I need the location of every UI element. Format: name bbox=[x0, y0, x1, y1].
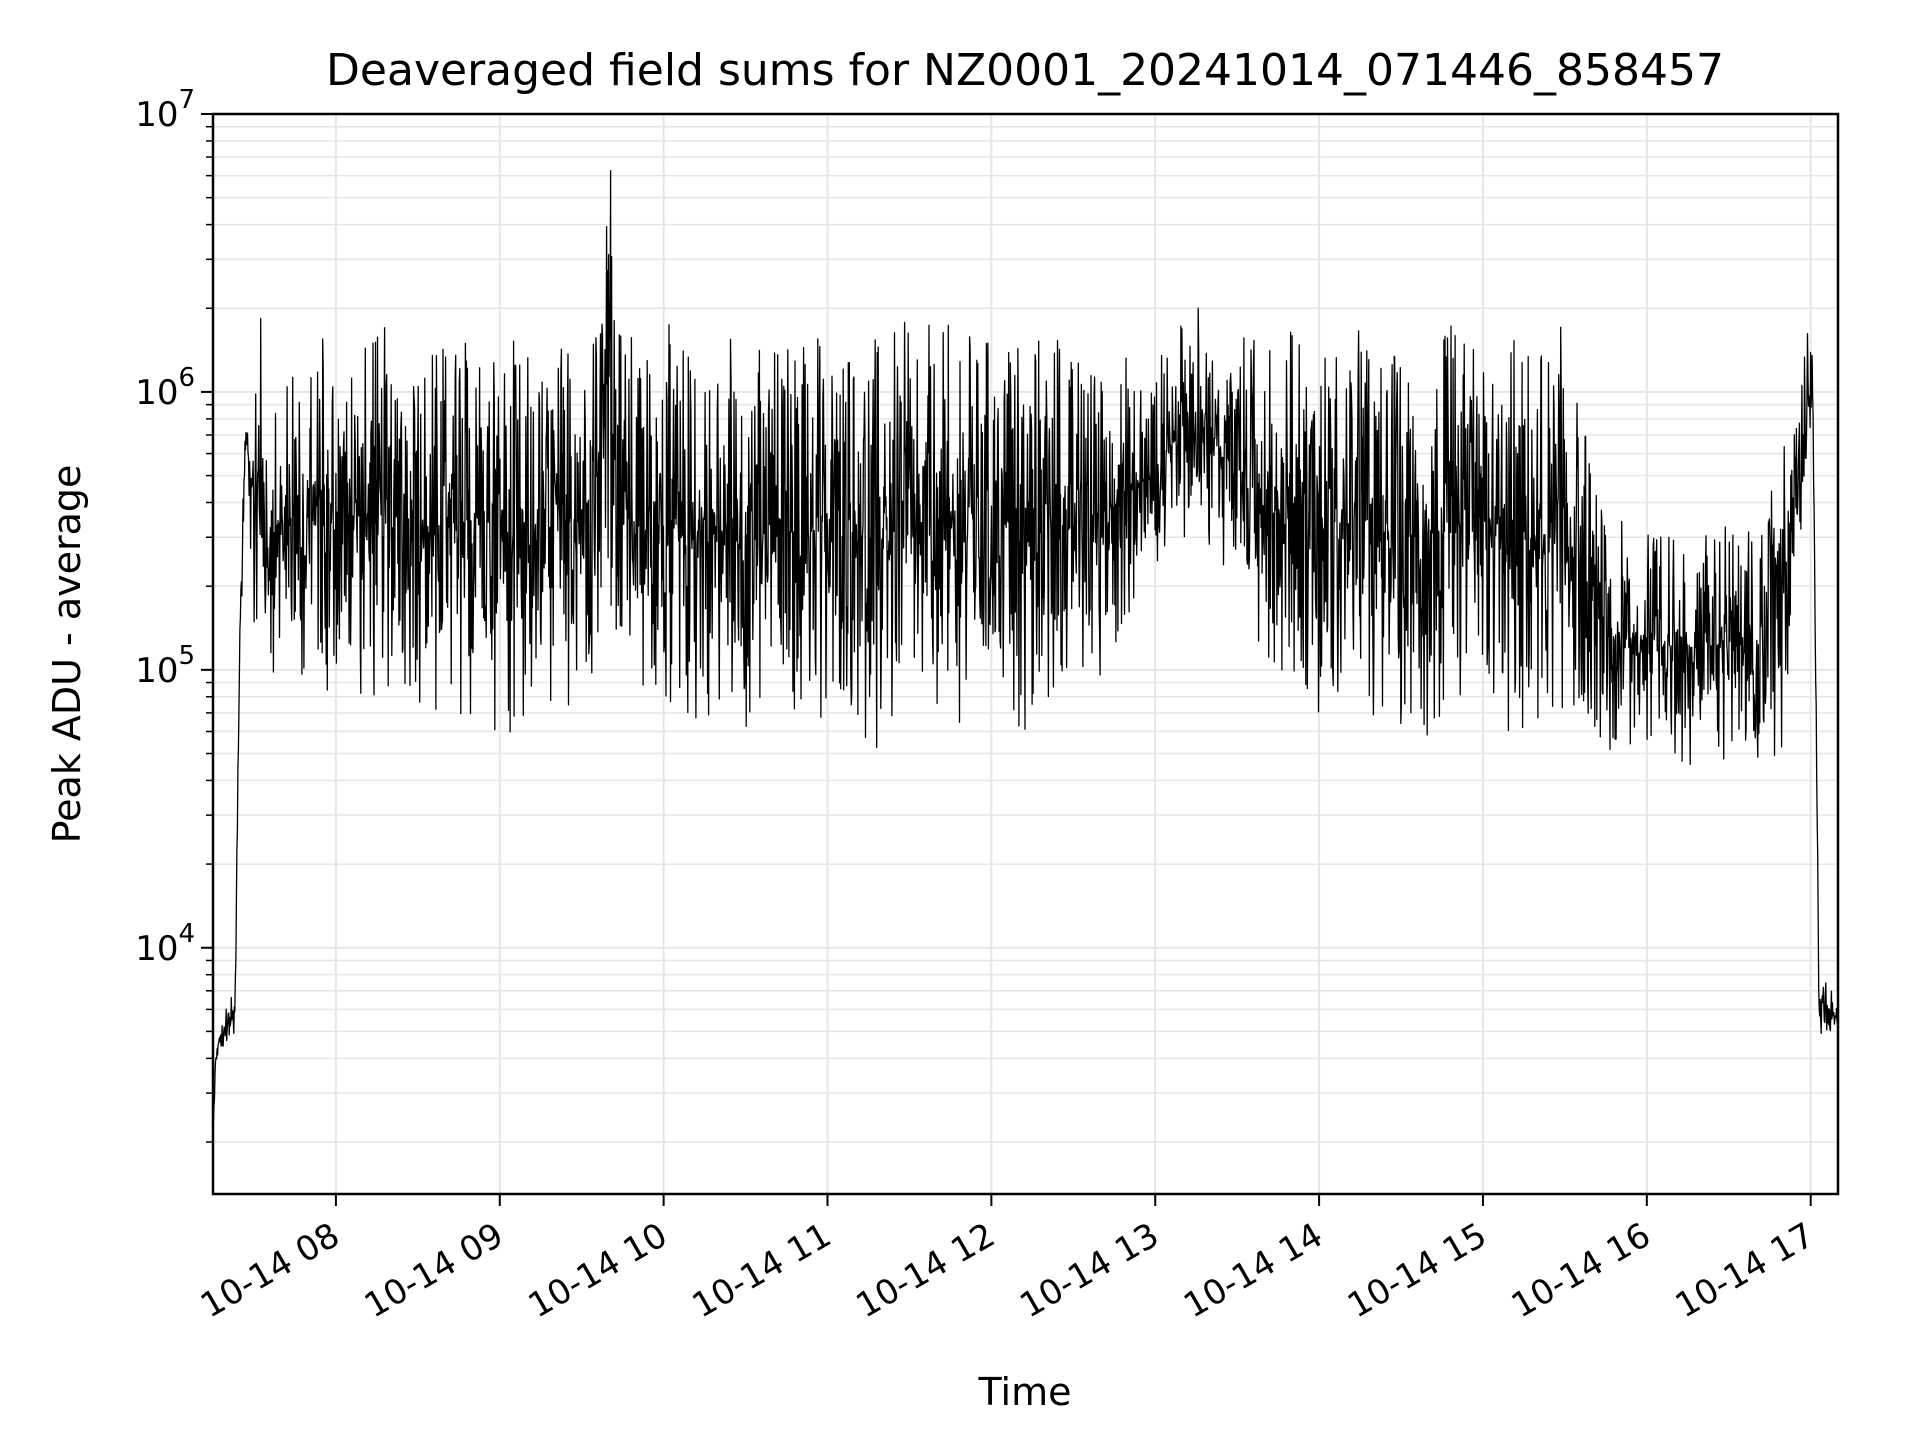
series-line bbox=[212, 170, 1839, 1136]
y-tick-label: 107 bbox=[135, 85, 195, 135]
plot-frame bbox=[211, 112, 1840, 1196]
series-area bbox=[212, 170, 1839, 1136]
chart-title: Deaveraged field sums for NZ0001_2024101… bbox=[326, 45, 1724, 96]
y-tick-label: 106 bbox=[135, 363, 195, 413]
y-tick-label: 104 bbox=[135, 919, 195, 969]
x-axis-label: Time bbox=[978, 1370, 1072, 1414]
y-axis-ticks: 104 105 106 107 bbox=[135, 85, 213, 1143]
y-axis-label: Peak ADU - average bbox=[45, 465, 89, 844]
y-tick-label: 105 bbox=[135, 641, 195, 691]
